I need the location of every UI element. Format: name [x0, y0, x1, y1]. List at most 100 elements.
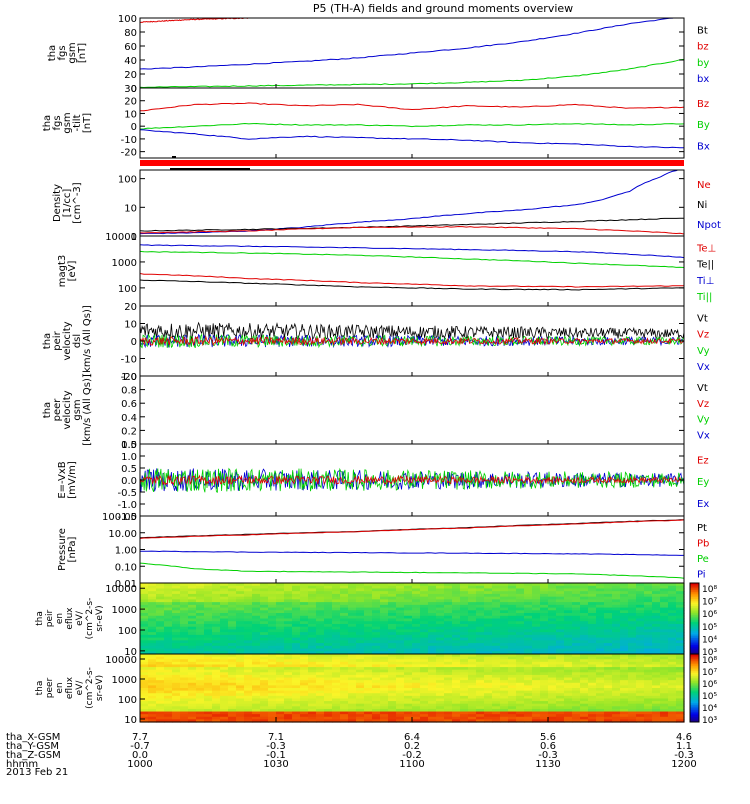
spectrogram-cell [508, 648, 517, 652]
spectrogram-cell [564, 688, 573, 692]
spectrogram-cell [164, 682, 173, 686]
spectrogram-cell [500, 585, 509, 590]
spectrogram-cell [676, 693, 685, 697]
spectrogram-cell [348, 677, 357, 681]
spectrogram-cell [204, 583, 213, 587]
spectrogram-cell [252, 593, 261, 598]
spectrogram-cell [516, 651, 525, 655]
spectrogram-cell [612, 585, 621, 590]
spectrogram-cell [396, 667, 405, 671]
spectrogram-cell [444, 654, 453, 658]
spectrogram-cell [628, 688, 637, 692]
spectrogram-cell [244, 626, 253, 631]
spectrogram-cell [596, 654, 605, 658]
spectrogram-cell [612, 623, 621, 628]
spectrogram-cell [164, 593, 173, 598]
spectrogram-cell [468, 591, 477, 595]
spectrogram-cell [668, 634, 677, 639]
spectrogram-cell [236, 656, 245, 660]
spectrogram-cell [524, 591, 533, 595]
spectrogram-cell [644, 645, 653, 650]
spectrogram-cell [556, 682, 565, 686]
spectrogram-cell [468, 626, 477, 631]
spectrogram-cell [412, 674, 421, 679]
spectrogram-cell [668, 714, 677, 718]
spectrogram-cell [388, 599, 397, 603]
spectrogram-cell [620, 626, 629, 631]
spectrogram-cell [476, 669, 485, 673]
spectrogram-cell [644, 693, 653, 697]
spectrogram-cell [140, 634, 149, 639]
spectrogram-cell [300, 613, 309, 617]
spectrogram-cell [380, 661, 389, 666]
spectrogram-cell [500, 682, 509, 686]
spectrogram-cell [340, 690, 349, 694]
spectrogram-cell [676, 640, 685, 644]
spectrogram-cell [548, 604, 557, 609]
spectrogram-cell [524, 661, 533, 666]
spectrogram-cell [588, 711, 597, 715]
spectrogram-cell [276, 588, 285, 592]
spectrogram-cell [316, 656, 325, 660]
spectrogram-cell [148, 593, 157, 598]
spectrogram-cell [388, 667, 397, 671]
spectrogram-cell [308, 701, 317, 705]
spectrogram-cell [636, 593, 645, 598]
spectrogram-cell [372, 599, 381, 603]
spectrogram-cell [260, 708, 269, 713]
spectrogram-cell [212, 618, 221, 622]
spectrogram-cell [252, 667, 261, 671]
spectrogram-cell [380, 654, 389, 658]
spectrogram-cell [252, 701, 261, 705]
spectrogram-cell [588, 672, 597, 676]
spectrogram-cell [572, 685, 581, 689]
spectrogram-cell [620, 693, 629, 697]
y-tick-label: 20 [124, 70, 137, 81]
spectrogram-cell [460, 706, 469, 710]
spectrogram-cell [156, 583, 165, 587]
spectrogram-cell [276, 651, 285, 655]
spectrogram-cell [204, 659, 213, 663]
spectrogram-cell [548, 685, 557, 689]
spectrogram-cell [308, 599, 317, 603]
spectrogram-cell [548, 703, 557, 707]
spectrogram-cell [196, 688, 205, 692]
spectrogram-cell [260, 688, 269, 692]
spectrogram-cell [340, 698, 349, 702]
spectrogram-cell [204, 645, 213, 650]
spectrogram-cell [420, 690, 429, 694]
spectrogram-cell [588, 703, 597, 707]
spectrogram-cell [484, 659, 493, 663]
spectrogram-cell [396, 604, 405, 609]
spectrogram-cell [268, 685, 277, 689]
spectrogram-cell [148, 664, 157, 668]
spectrogram-cell [236, 640, 245, 644]
spectrogram-cell [412, 714, 421, 718]
spectrogram-cell [532, 645, 541, 650]
y-axis-label: fgs [52, 115, 63, 130]
spectrogram-cell [300, 621, 309, 625]
spectrogram-cell [564, 651, 573, 655]
spectrogram-cell [404, 698, 413, 702]
spectrogram-cell [292, 596, 301, 600]
spectrogram-cell [420, 695, 429, 700]
spectrogram-cell [660, 618, 669, 622]
spectrogram-cell [388, 651, 397, 655]
spectrogram-cell [140, 599, 149, 603]
spectrogram-cell [564, 640, 573, 644]
spectrogram-cell [172, 623, 181, 628]
spectrogram-cell [308, 693, 317, 697]
spectrogram-cell [404, 602, 413, 606]
series-ez-line [140, 474, 684, 486]
spectrogram-cell [204, 682, 213, 686]
spectrogram-cell [668, 613, 677, 617]
spectrogram-cell [268, 618, 277, 622]
spectrogram-cell [444, 701, 453, 705]
spectrogram-cell [332, 618, 341, 622]
spectrogram-cell [244, 680, 253, 684]
spectrogram-cell [236, 677, 245, 681]
spectrogram-cell [468, 623, 477, 628]
spectrogram-cell [276, 618, 285, 622]
spectrogram-cell [428, 719, 437, 723]
spectrogram-cell [420, 698, 429, 702]
